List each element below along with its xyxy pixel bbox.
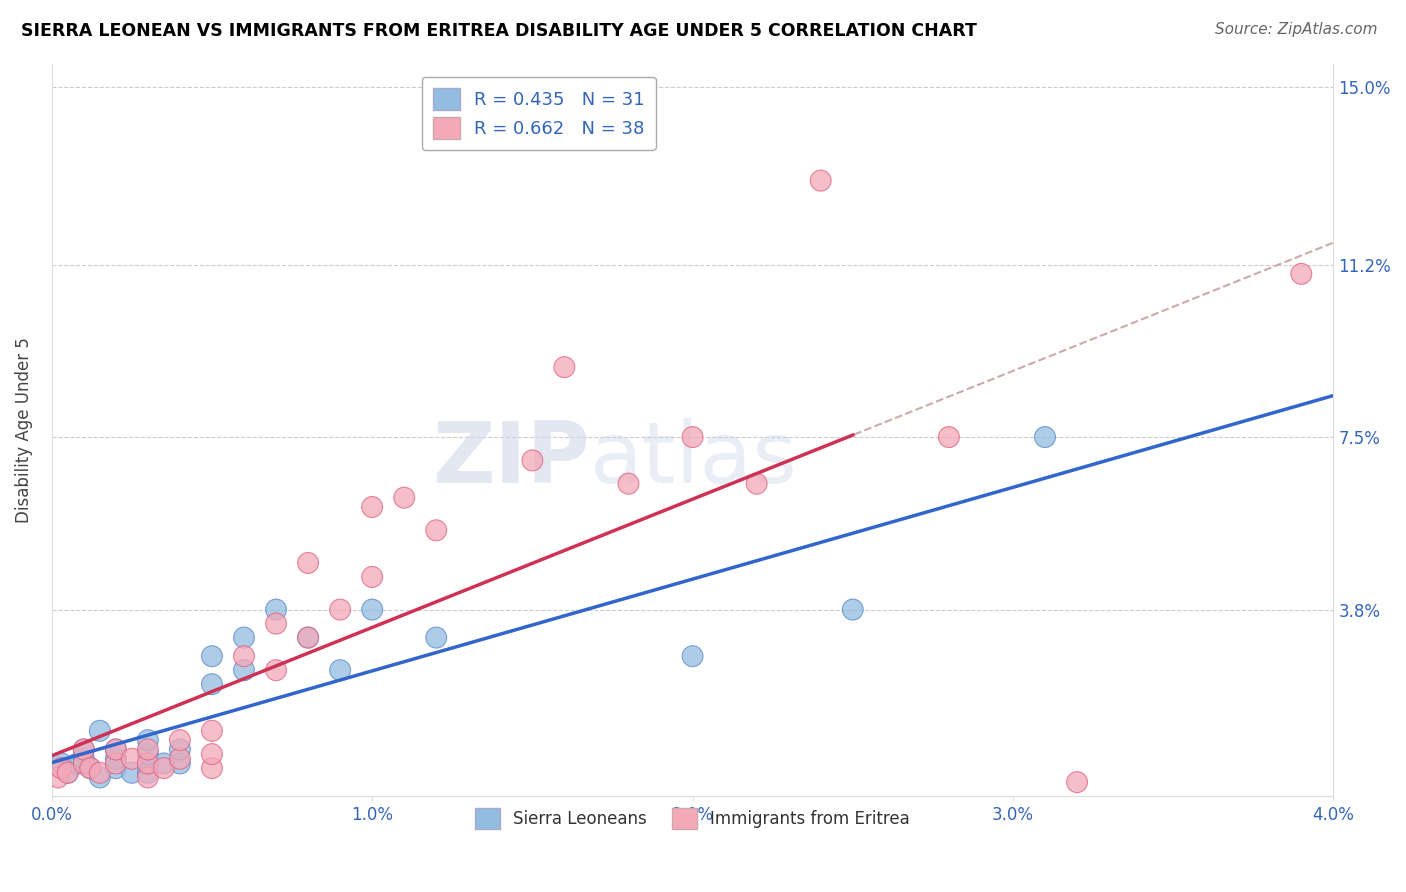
Text: atlas: atlas: [591, 417, 799, 500]
Ellipse shape: [105, 753, 127, 774]
Ellipse shape: [138, 763, 159, 783]
Ellipse shape: [201, 646, 222, 666]
Ellipse shape: [73, 739, 94, 760]
Ellipse shape: [266, 660, 287, 681]
Ellipse shape: [51, 753, 72, 774]
Ellipse shape: [201, 721, 222, 741]
Ellipse shape: [170, 748, 190, 769]
Ellipse shape: [938, 426, 959, 448]
Ellipse shape: [121, 748, 142, 769]
Ellipse shape: [1067, 772, 1087, 793]
Ellipse shape: [58, 763, 79, 783]
Legend: Sierra Leoneans, Immigrants from Eritrea: Sierra Leoneans, Immigrants from Eritrea: [468, 802, 917, 835]
Ellipse shape: [201, 744, 222, 764]
Ellipse shape: [233, 627, 254, 648]
Ellipse shape: [298, 627, 319, 648]
Ellipse shape: [1291, 263, 1312, 285]
Ellipse shape: [361, 497, 382, 517]
Ellipse shape: [105, 757, 127, 779]
Ellipse shape: [361, 599, 382, 620]
Ellipse shape: [747, 473, 768, 494]
Ellipse shape: [329, 660, 350, 681]
Ellipse shape: [426, 627, 447, 648]
Ellipse shape: [233, 646, 254, 666]
Ellipse shape: [810, 170, 831, 191]
Ellipse shape: [266, 599, 287, 620]
Ellipse shape: [233, 660, 254, 681]
Ellipse shape: [105, 739, 127, 760]
Ellipse shape: [48, 767, 69, 788]
Ellipse shape: [394, 487, 415, 508]
Ellipse shape: [138, 739, 159, 760]
Text: ZIP: ZIP: [432, 417, 591, 500]
Ellipse shape: [90, 767, 110, 788]
Ellipse shape: [138, 767, 159, 788]
Text: SIERRA LEONEAN VS IMMIGRANTS FROM ERITREA DISABILITY AGE UNDER 5 CORRELATION CHA: SIERRA LEONEAN VS IMMIGRANTS FROM ERITRE…: [21, 22, 977, 40]
Ellipse shape: [266, 613, 287, 634]
Ellipse shape: [554, 357, 575, 377]
Ellipse shape: [73, 739, 94, 760]
Ellipse shape: [80, 757, 101, 779]
Ellipse shape: [80, 757, 101, 779]
Ellipse shape: [73, 753, 94, 774]
Ellipse shape: [170, 753, 190, 774]
Ellipse shape: [201, 757, 222, 779]
Text: Source: ZipAtlas.com: Source: ZipAtlas.com: [1215, 22, 1378, 37]
Ellipse shape: [138, 744, 159, 764]
Ellipse shape: [105, 739, 127, 760]
Ellipse shape: [170, 739, 190, 760]
Ellipse shape: [58, 763, 79, 783]
Ellipse shape: [842, 599, 863, 620]
Ellipse shape: [298, 552, 319, 574]
Ellipse shape: [153, 753, 174, 774]
Ellipse shape: [90, 763, 110, 783]
Ellipse shape: [138, 753, 159, 774]
Ellipse shape: [201, 673, 222, 695]
Ellipse shape: [522, 450, 543, 471]
Ellipse shape: [426, 520, 447, 541]
Ellipse shape: [170, 730, 190, 751]
Ellipse shape: [361, 566, 382, 588]
Ellipse shape: [90, 721, 110, 741]
Ellipse shape: [67, 753, 87, 774]
Y-axis label: Disability Age Under 5: Disability Age Under 5: [15, 337, 32, 523]
Ellipse shape: [105, 748, 127, 769]
Ellipse shape: [73, 748, 94, 769]
Ellipse shape: [298, 627, 319, 648]
Ellipse shape: [138, 753, 159, 774]
Ellipse shape: [121, 763, 142, 783]
Ellipse shape: [682, 646, 703, 666]
Ellipse shape: [682, 426, 703, 448]
Ellipse shape: [1035, 426, 1056, 448]
Ellipse shape: [619, 473, 638, 494]
Ellipse shape: [329, 599, 350, 620]
Ellipse shape: [138, 730, 159, 751]
Ellipse shape: [153, 757, 174, 779]
Ellipse shape: [51, 757, 72, 779]
